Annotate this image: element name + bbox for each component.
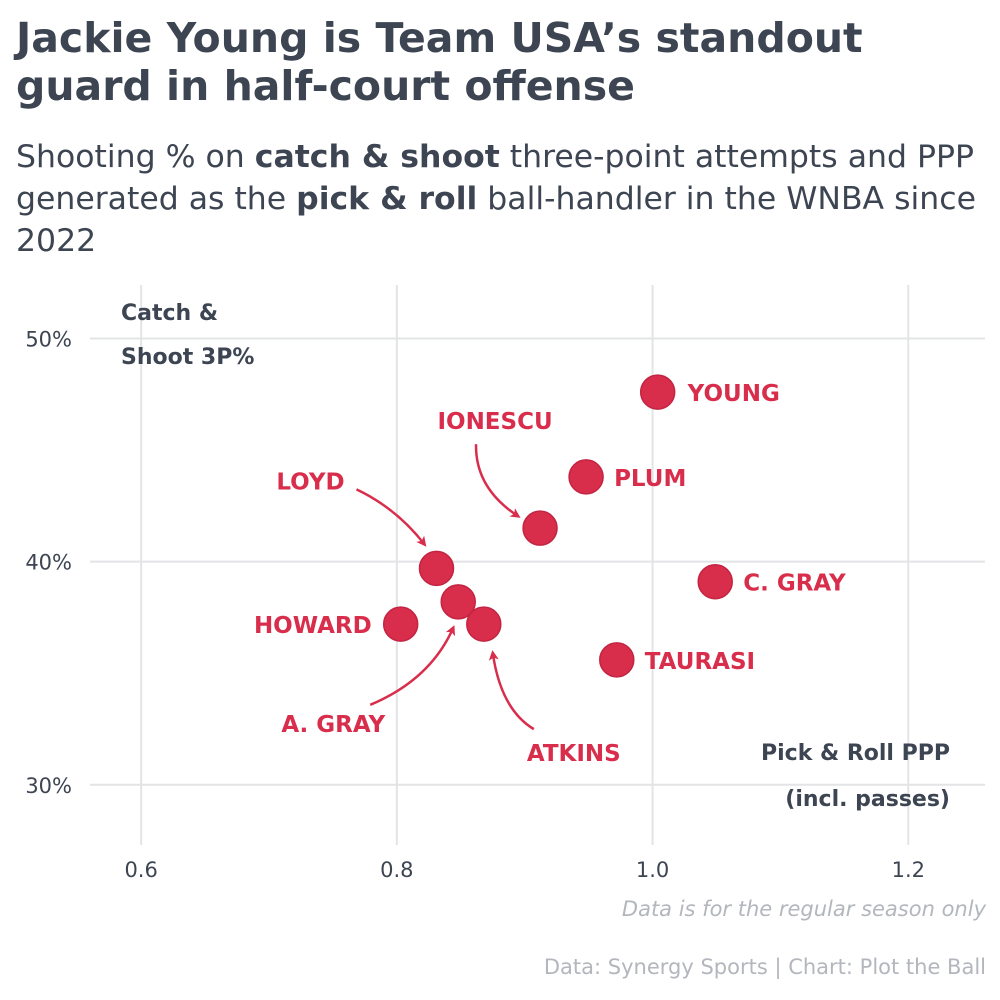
point-label-c-gray: C. GRAY bbox=[743, 571, 846, 597]
y-axis-title-line: Catch & bbox=[121, 301, 218, 326]
point-label-ionescu: IONESCU bbox=[437, 409, 552, 435]
point-a-gray bbox=[440, 584, 476, 620]
chart-subtitle: Shooting % on catch & shoot three-point … bbox=[16, 136, 996, 262]
x-axis-ticks: 0.6 0.8 1.0 1.2 bbox=[124, 858, 925, 882]
point-label-plum: PLUM bbox=[614, 466, 686, 492]
x-axis-title-line: Pick & Roll PPP bbox=[761, 741, 950, 766]
chart-title: Jackie Young is Team USA’s standout guar… bbox=[16, 14, 863, 110]
gridlines bbox=[90, 285, 985, 845]
footer-credit: Data: Synergy Sports | Chart: Plot the B… bbox=[543, 955, 986, 979]
point-howard bbox=[382, 606, 419, 642]
subtitle-bold-catch-shoot: catch & shoot bbox=[254, 139, 500, 175]
annotation-arrow-loyd bbox=[355, 488, 427, 547]
point-label-howard: HOWARD bbox=[254, 613, 372, 639]
annotation-arrow-a-gray bbox=[369, 625, 455, 706]
x-tick-label: 1.2 bbox=[892, 858, 925, 882]
point-c-gray bbox=[697, 563, 733, 600]
subtitle-part-3: ball-handler in the WNBA since 2022 bbox=[16, 181, 976, 259]
point-young bbox=[639, 374, 676, 410]
point-atkins bbox=[466, 606, 502, 642]
point-label-taurasi: TAURASI bbox=[645, 649, 755, 675]
y-axis-title-line: Shoot 3P% bbox=[121, 345, 254, 370]
annotation-arrow-ionescu bbox=[474, 444, 521, 518]
x-axis-title: Pick & Roll PPP (incl. passes) bbox=[761, 741, 950, 812]
x-tick-label: 0.8 bbox=[380, 858, 413, 882]
subtitle-bold-pick-roll: pick & roll bbox=[296, 181, 478, 217]
point-label-young: YOUNG bbox=[687, 381, 780, 407]
y-tick-label: 30% bbox=[25, 774, 72, 798]
footer-note: Data is for the regular season only bbox=[621, 897, 986, 921]
x-tick-label: 0.6 bbox=[124, 858, 157, 882]
annotation-arrows bbox=[355, 444, 535, 731]
point-ionescu bbox=[522, 510, 558, 546]
subtitle-part-2: three-point attempts and PPP generated a… bbox=[16, 139, 974, 217]
y-tick-label: 50% bbox=[25, 328, 72, 352]
x-axis-title-line: (incl. passes) bbox=[785, 787, 950, 812]
point-label-a-gray: A. GRAY bbox=[281, 712, 385, 738]
point-taurasi bbox=[599, 642, 635, 678]
y-axis-title: Catch & Shoot 3P% bbox=[121, 301, 254, 370]
point-label-loyd: LOYD bbox=[276, 469, 344, 495]
point-label-atkins: ATKINS bbox=[527, 741, 621, 767]
y-axis-ticks: 30% 40% 50% bbox=[25, 328, 72, 798]
x-tick-label: 1.0 bbox=[636, 858, 669, 882]
point-labels: YOUNG PLUM IONESCU LOYD C. GRAY A. GRAY HOWARD… bbox=[254, 381, 846, 767]
point-loyd bbox=[418, 550, 455, 587]
data-points bbox=[382, 374, 733, 678]
point-plum bbox=[568, 459, 604, 495]
axis-labels: Catch & Shoot 3P% Pick & Roll PPP (incl. pa… bbox=[121, 301, 950, 812]
y-tick-label: 40% bbox=[25, 551, 72, 575]
annotation-arrow-atkins bbox=[488, 650, 535, 731]
subtitle-part-1: Shooting % on bbox=[16, 139, 255, 175]
